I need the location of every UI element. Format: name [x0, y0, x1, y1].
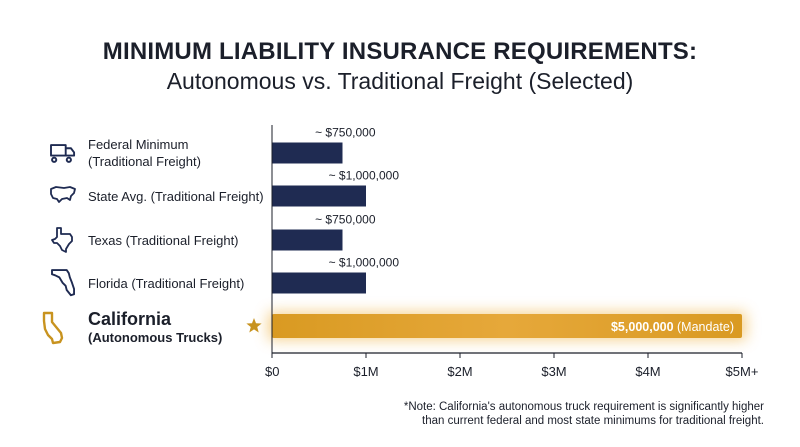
truck-icon — [50, 144, 76, 163]
florida-map-icon-shape — [51, 269, 75, 297]
california-map-icon — [42, 311, 64, 345]
x-tick-label: $2M — [447, 364, 472, 379]
texas-map-icon-shape — [51, 227, 73, 253]
star-icon — [246, 318, 262, 333]
bar — [272, 229, 343, 251]
category-label-california-sub: (Autonomous Trucks) — [88, 330, 222, 345]
texas-map-icon — [51, 227, 73, 253]
bar-california — [272, 314, 742, 338]
truck-icon-shape — [50, 144, 76, 163]
data-label: ~ $1,000,000 — [329, 256, 400, 270]
usa-map-icon — [50, 186, 76, 203]
data-label: ~ $1,000,000 — [329, 169, 400, 183]
california-map-icon-shape — [42, 311, 64, 345]
category-label: Texas (Traditional Freight) — [88, 233, 239, 248]
footnote-line: *Note: California's autonomous truck req… — [403, 401, 764, 413]
footnote: *Note: California's autonomous truck req… — [344, 400, 764, 428]
usa-map-icon-shape — [50, 186, 76, 203]
florida-map-icon — [51, 269, 75, 297]
data-label: ~ $750,000 — [315, 213, 376, 227]
category-label: State Avg. (Traditional Freight) — [88, 189, 264, 204]
category-label-california: California — [88, 309, 172, 329]
x-tick-label: $3M — [541, 364, 566, 379]
x-tick-label: $4M — [635, 364, 660, 379]
x-tick-label: $1M — [353, 364, 378, 379]
chart-title: MINIMUM LIABILITY INSURANCE REQUIREMENTS… — [102, 38, 698, 65]
footnote-line: than current federal and most state mini… — [422, 415, 764, 427]
bar — [272, 272, 366, 294]
bar — [272, 185, 366, 207]
bar — [272, 142, 343, 164]
category-label: Florida (Traditional Freight) — [88, 276, 244, 291]
category-label: Federal Minimum — [88, 137, 188, 152]
x-tick-label: $5M+ — [726, 364, 759, 379]
data-label: ~ $750,000 — [315, 126, 376, 140]
chart-subtitle: Autonomous vs. Traditional Freight (Sele… — [166, 68, 634, 94]
x-tick-label: $0 — [265, 364, 279, 379]
category-label: (Traditional Freight) — [88, 154, 201, 169]
data-label-california: $5,000,000 (Mandate) — [611, 320, 734, 334]
